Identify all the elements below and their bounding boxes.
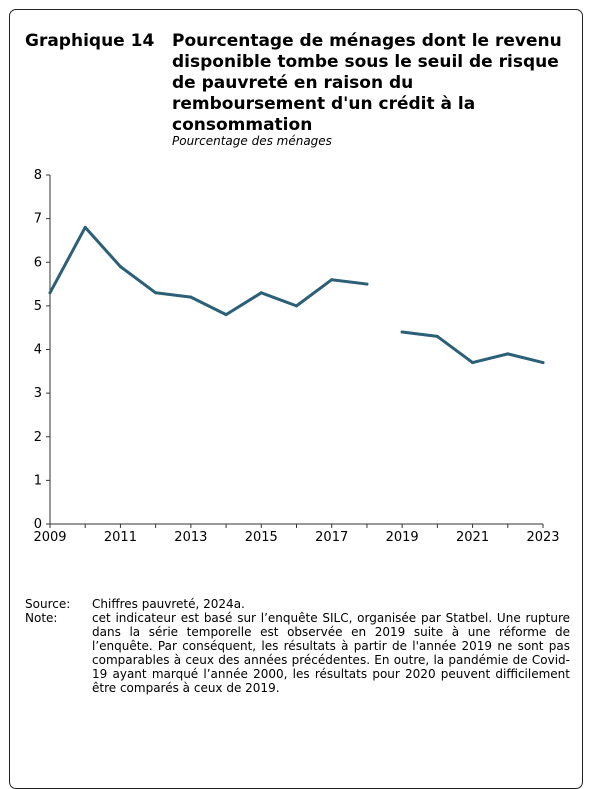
data-point [435,334,439,338]
data-point [154,291,158,295]
note-text: cet indicateur est basé sur l’enquête SI… [92,611,570,695]
x-tick-label: 2009 [33,530,66,545]
note-label: Note: [25,611,58,625]
data-point [224,313,228,317]
series-line [400,330,545,365]
source-text: Chiffres pauvreté, 2024a. [92,597,245,611]
data-point [506,352,510,356]
data-point [400,330,404,334]
line-chart: 0 1 2 3 4 5 6 7 8 2009 2011 2013 2015 2017 2019 2021 202… [33,168,559,545]
y-tick-label: 0 [34,517,42,532]
y-tick-label: 1 [34,473,42,488]
data-point [48,291,52,295]
data-point [365,282,369,286]
y-tick-label: 6 [34,255,42,270]
y-tick-label: 8 [34,168,42,183]
figure-number: Graphique 14 [25,31,155,51]
y-tick-label: 7 [34,212,42,227]
y-tick-label: 3 [34,386,42,401]
data-point [83,225,87,229]
x-tick-label: 2021 [456,530,489,545]
chart-title: Pourcentage de ménages dont le revenu di… [172,31,562,135]
x-tick-label: 2019 [386,530,419,545]
x-tick-label: 2017 [315,530,348,545]
y-tick-label: 4 [34,343,42,358]
y-tick-label: 2 [34,430,42,445]
x-tick-label: 2011 [104,530,137,545]
x-tick-label: 2015 [245,530,278,545]
data-point [471,361,475,365]
data-point [541,361,545,365]
data-point [295,304,298,308]
data-point [259,291,263,295]
data-point [118,265,122,269]
data-point [330,278,334,282]
x-tick-label: 2023 [526,530,559,545]
y-tick-label: 5 [34,299,42,314]
x-tick-label: 2013 [174,530,207,545]
series-line [48,225,369,317]
chart-subtitle: Pourcentage des ménages [172,134,332,148]
data-point [189,295,193,299]
source-label: Source: [25,597,71,611]
